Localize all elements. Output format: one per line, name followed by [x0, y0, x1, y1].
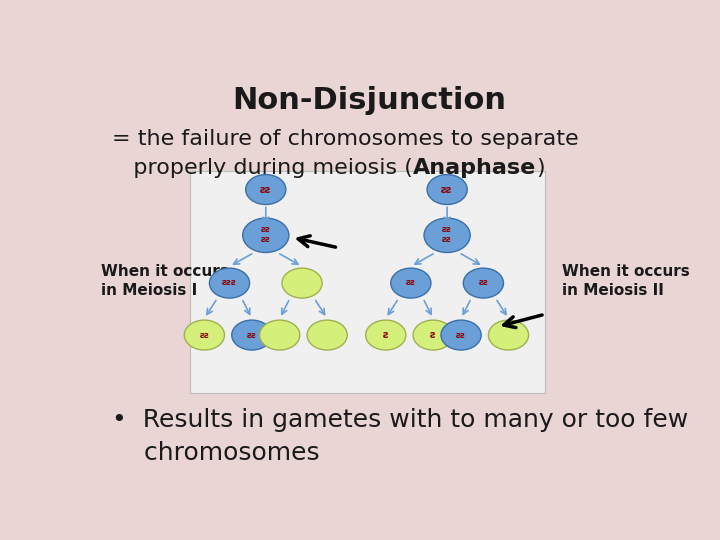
Text: ƨƨ
ƨƨ: ƨƨ ƨƨ: [442, 225, 452, 244]
Text: ƨƨ: ƨƨ: [441, 185, 453, 194]
Circle shape: [232, 320, 272, 350]
Text: ): ): [536, 158, 545, 178]
Text: ƨƨƨ: ƨƨƨ: [222, 278, 237, 287]
Circle shape: [413, 320, 454, 350]
Text: ƨƨ: ƨƨ: [199, 330, 210, 340]
Circle shape: [488, 320, 528, 350]
Text: ƨƨ: ƨƨ: [456, 330, 466, 340]
Circle shape: [441, 320, 481, 350]
Text: ƨ: ƨ: [383, 330, 389, 340]
Text: chromosomes: chromosomes: [112, 441, 320, 465]
Text: When it occurs
in Meiosis I: When it occurs in Meiosis I: [101, 264, 229, 299]
Circle shape: [184, 320, 225, 350]
Circle shape: [307, 320, 347, 350]
Bar: [190, 171, 545, 393]
Text: ƨƨ: ƨƨ: [478, 278, 488, 287]
Circle shape: [463, 268, 503, 298]
Circle shape: [260, 320, 300, 350]
Text: Non-Disjunction: Non-Disjunction: [232, 85, 506, 114]
Circle shape: [243, 218, 289, 253]
Text: When it occurs
in Meiosis II: When it occurs in Meiosis II: [562, 264, 689, 299]
Circle shape: [424, 218, 470, 253]
Text: Anaphase: Anaphase: [413, 158, 536, 178]
Text: ƨƨ: ƨƨ: [247, 330, 257, 340]
Text: ƨƨ: ƨƨ: [260, 185, 271, 194]
Circle shape: [391, 268, 431, 298]
Text: ƨ: ƨ: [431, 330, 436, 340]
Text: = the failure of chromosomes to separate: = the failure of chromosomes to separate: [112, 129, 579, 149]
Text: ƨƨ: ƨƨ: [406, 278, 416, 287]
Text: properly during meiosis (: properly during meiosis (: [112, 158, 413, 178]
Circle shape: [246, 174, 286, 205]
Circle shape: [210, 268, 250, 298]
Text: ƨƨ
ƨƨ: ƨƨ ƨƨ: [261, 225, 271, 244]
Text: •  Results in gametes with to many or too few: • Results in gametes with to many or too…: [112, 408, 688, 432]
Circle shape: [427, 174, 467, 205]
Circle shape: [282, 268, 322, 298]
Circle shape: [366, 320, 406, 350]
